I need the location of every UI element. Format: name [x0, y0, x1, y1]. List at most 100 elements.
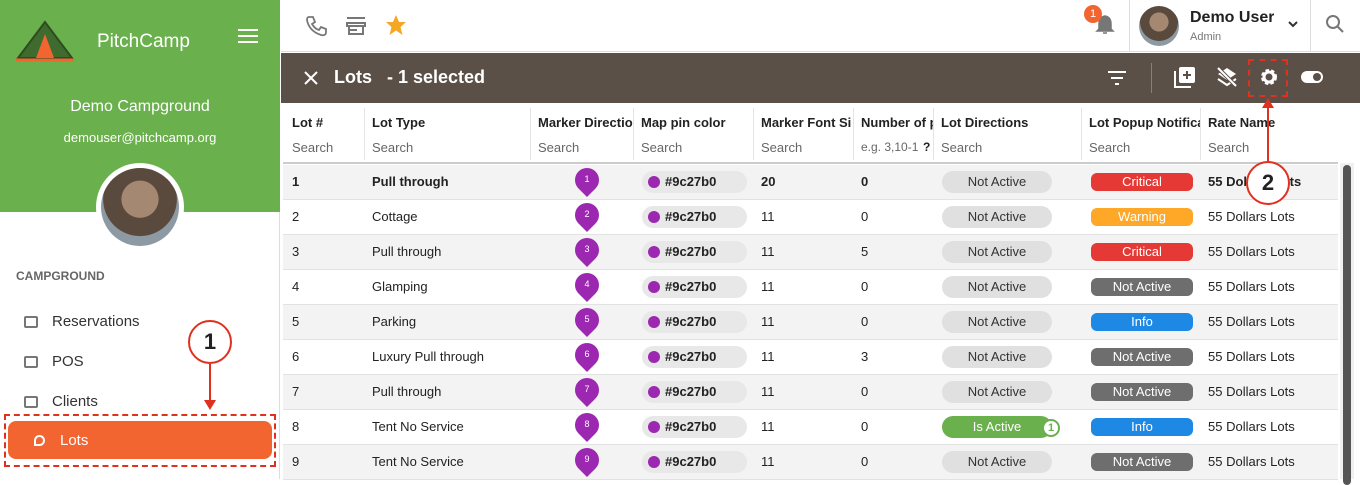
- cell: Cottage: [372, 209, 418, 224]
- column-header[interactable]: Marker Font Si: [761, 115, 852, 130]
- column-filter[interactable]: Search: [372, 140, 414, 155]
- map-pin-label: 2: [584, 209, 590, 219]
- cell: Luxury Pull through: [372, 349, 485, 364]
- annotation: 2: [1246, 161, 1290, 205]
- column-filter[interactable]: Search: [941, 140, 983, 155]
- color-value: #9c27b0: [665, 454, 717, 469]
- notification-pill: Not Active: [1091, 278, 1193, 296]
- column-header[interactable]: Lot #: [292, 115, 324, 130]
- map-pin-label: 9: [584, 454, 590, 464]
- phone-icon[interactable]: [305, 15, 327, 37]
- column-header[interactable]: Marker Directio: [538, 115, 633, 130]
- annotation-arrow: [1262, 98, 1274, 161]
- column-filter[interactable]: Search: [292, 140, 334, 155]
- column-header[interactable]: Number of p: [861, 115, 934, 130]
- status-pill: Is Active: [942, 416, 1052, 438]
- column-filter[interactable]: Search: [1089, 140, 1131, 155]
- table-row[interactable]: 4 Glamping 4 #9c27b0 11 0 Not Active Not Active…: [283, 268, 1338, 305]
- cell: 2: [292, 209, 300, 224]
- column-header[interactable]: Lot Type: [372, 115, 426, 130]
- store-icon[interactable]: [345, 16, 367, 36]
- table-row[interactable]: 1 Pull through 1 #9c27b0 20 0 Not Active Critic…: [283, 163, 1338, 200]
- filter-help[interactable]: ?: [923, 140, 931, 154]
- user-name[interactable]: Demo User: [1190, 9, 1275, 26]
- table-row[interactable]: 3 Pull through 3 #9c27b0 11 5 Not Active Critic…: [283, 233, 1338, 270]
- settings-button[interactable]: [1258, 66, 1280, 88]
- column-separator: [633, 108, 634, 160]
- map-pin-label: 3: [584, 244, 590, 254]
- add-button[interactable]: [1174, 66, 1196, 88]
- color-swatch: [648, 386, 660, 398]
- color-chip: #9c27b0: [642, 276, 747, 298]
- cell: Tent No Service: [372, 454, 464, 469]
- toolbar-title: Lots: [334, 67, 372, 87]
- column-filter[interactable]: Search: [761, 140, 803, 155]
- filter-button[interactable]: [1107, 70, 1127, 86]
- nav-item[interactable]: Lots: [60, 432, 89, 449]
- cell: 11: [761, 244, 775, 259]
- cell: 3: [292, 244, 300, 259]
- cell: 4: [292, 279, 300, 294]
- close-button[interactable]: [303, 70, 319, 86]
- status-pill: Not Active: [942, 171, 1052, 193]
- cell: 55 Dollars Lots: [1208, 244, 1295, 259]
- column-separator: [364, 108, 365, 160]
- table-row[interactable]: 2 Cottage 2 #9c27b0 11 0 Not Active Warning 55 D…: [283, 198, 1338, 235]
- color-chip: #9c27b0: [642, 206, 747, 228]
- column-filter[interactable]: e.g. 3,10-1: [861, 140, 919, 154]
- column-header[interactable]: Map pin color: [641, 115, 726, 130]
- status-pill: Not Active: [942, 346, 1052, 368]
- table-row[interactable]: 5 Parking 5 #9c27b0 11 0 Not Active Info 55 Doll…: [283, 303, 1338, 340]
- cell: 11: [761, 454, 775, 469]
- cell: 11: [761, 209, 775, 224]
- column-header[interactable]: Lot Directions: [941, 115, 1029, 130]
- cell: 0: [861, 384, 869, 399]
- cell: 11: [761, 314, 775, 329]
- map-pin-label: 8: [584, 419, 590, 429]
- layers-off-button[interactable]: [1216, 66, 1238, 88]
- column-filter[interactable]: Search: [641, 140, 683, 155]
- notification-pill: Info: [1091, 313, 1193, 331]
- notification-pill: Critical: [1091, 173, 1193, 191]
- bell-icon[interactable]: [1095, 14, 1115, 36]
- color-swatch: [648, 351, 660, 363]
- color-chip: #9c27b0: [642, 171, 747, 193]
- notification-pill: Not Active: [1091, 453, 1193, 471]
- column-separator: [530, 108, 531, 160]
- map-pin-label: 6: [584, 349, 590, 359]
- color-value: #9c27b0: [665, 314, 717, 329]
- cell: 5: [861, 244, 869, 259]
- menu-button[interactable]: [238, 28, 258, 44]
- nav-item[interactable]: Reservations: [52, 313, 140, 330]
- nav-item[interactable]: POS: [52, 353, 84, 370]
- column-filter[interactable]: Search: [538, 140, 580, 155]
- selection-count: - 1 selected: [387, 67, 486, 87]
- cell: Pull through: [372, 384, 442, 399]
- cell: 55 Dollars Lots: [1208, 209, 1295, 224]
- notification-pill: Info: [1091, 418, 1193, 436]
- table-row[interactable]: 7 Pull through 7 #9c27b0 11 0 Not Active Not Ac…: [283, 373, 1338, 410]
- search-icon[interactable]: [1325, 14, 1345, 34]
- cell: 3: [861, 349, 869, 364]
- color-swatch: [648, 246, 660, 258]
- sidebar: PitchCamp Demo Campground demouser@pitch…: [0, 0, 280, 479]
- status-pill: Not Active: [942, 241, 1052, 263]
- cell: 8: [292, 419, 300, 434]
- column-header[interactable]: Lot Popup Notifica: [1089, 115, 1200, 130]
- user-avatar: [1139, 6, 1179, 46]
- star-icon[interactable]: [385, 14, 407, 36]
- color-chip: #9c27b0: [642, 346, 747, 368]
- nav-item[interactable]: Clients: [52, 393, 98, 410]
- user-dropdown[interactable]: [1287, 20, 1299, 30]
- color-chip: #9c27b0: [642, 241, 747, 263]
- highlight-box: [4, 414, 276, 467]
- cell: 9: [292, 454, 300, 469]
- table-row[interactable]: 9 Tent No Service 9 #9c27b0 11 0 Not Active Not…: [283, 443, 1338, 480]
- table-row[interactable]: 8 Tent No Service 8 #9c27b0 11 0 Is Active 1 Inf…: [283, 408, 1338, 445]
- color-value: #9c27b0: [665, 244, 717, 259]
- column-separator: [853, 108, 854, 160]
- table-row[interactable]: 6 Luxury Pull through 6 #9c27b0 11 3 Not Activ…: [283, 338, 1338, 375]
- toggle-button[interactable]: [1300, 70, 1324, 84]
- cell: 0: [861, 314, 869, 329]
